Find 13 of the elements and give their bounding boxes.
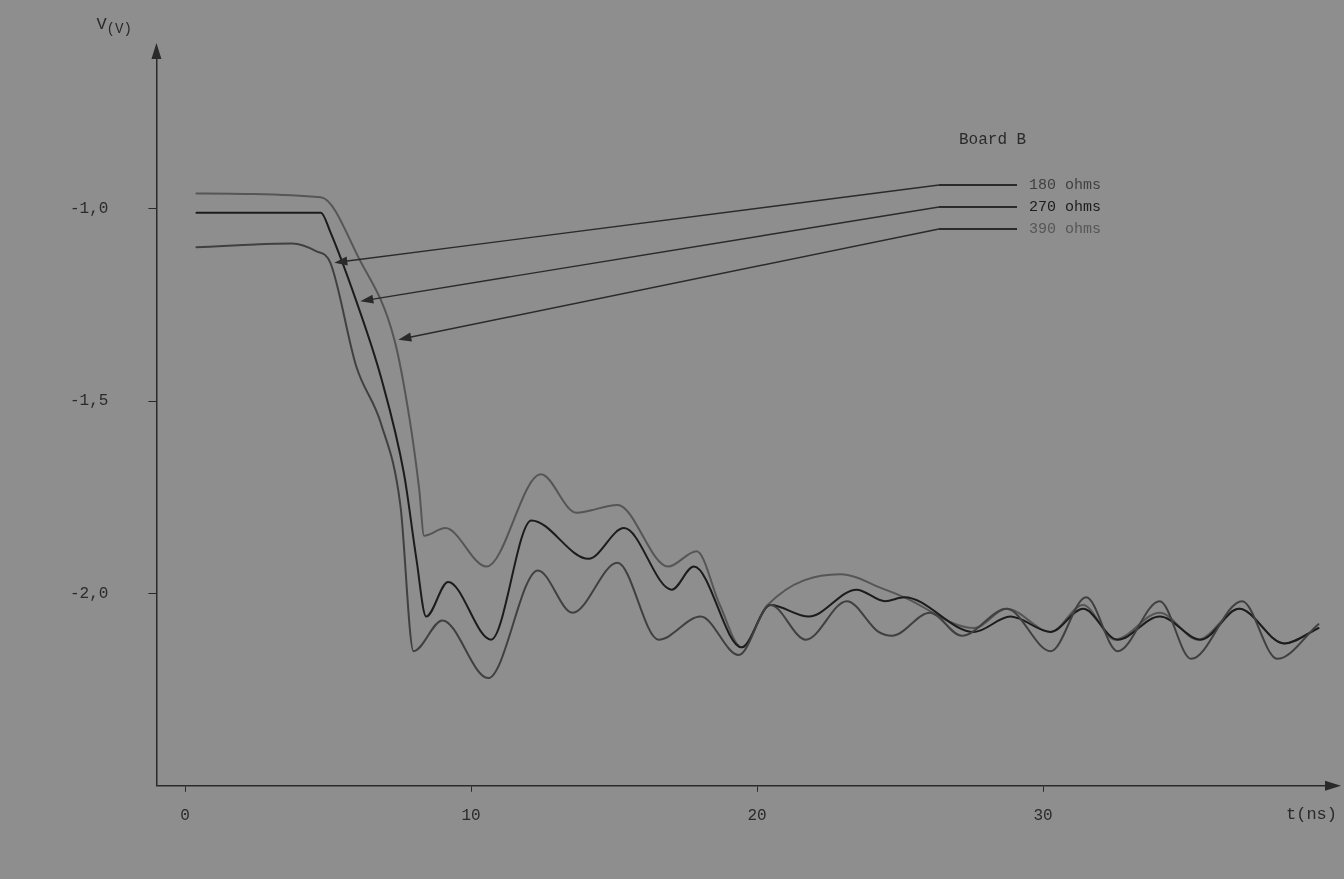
- y-tick-label: -1,5: [70, 392, 109, 411]
- y-tick-label: -2,0: [70, 584, 109, 603]
- text: 390 ohms: [1029, 220, 1102, 238]
- x-tick-label: 0: [180, 806, 190, 825]
- x-tick-label: 30: [1033, 806, 1053, 825]
- annotation: Board B: [959, 131, 1027, 150]
- x-tick-label: 20: [747, 806, 767, 825]
- y-axis-title: V$_{(V)}$: [96, 15, 133, 38]
- text: 270 ohms: [1029, 198, 1102, 216]
- x-axis-title: t(ns): [1285, 804, 1337, 824]
- x-tick-label: 10: [461, 806, 481, 825]
- y-tick-label: -1,0: [70, 200, 109, 219]
- text: 180 ohms: [1029, 176, 1102, 194]
